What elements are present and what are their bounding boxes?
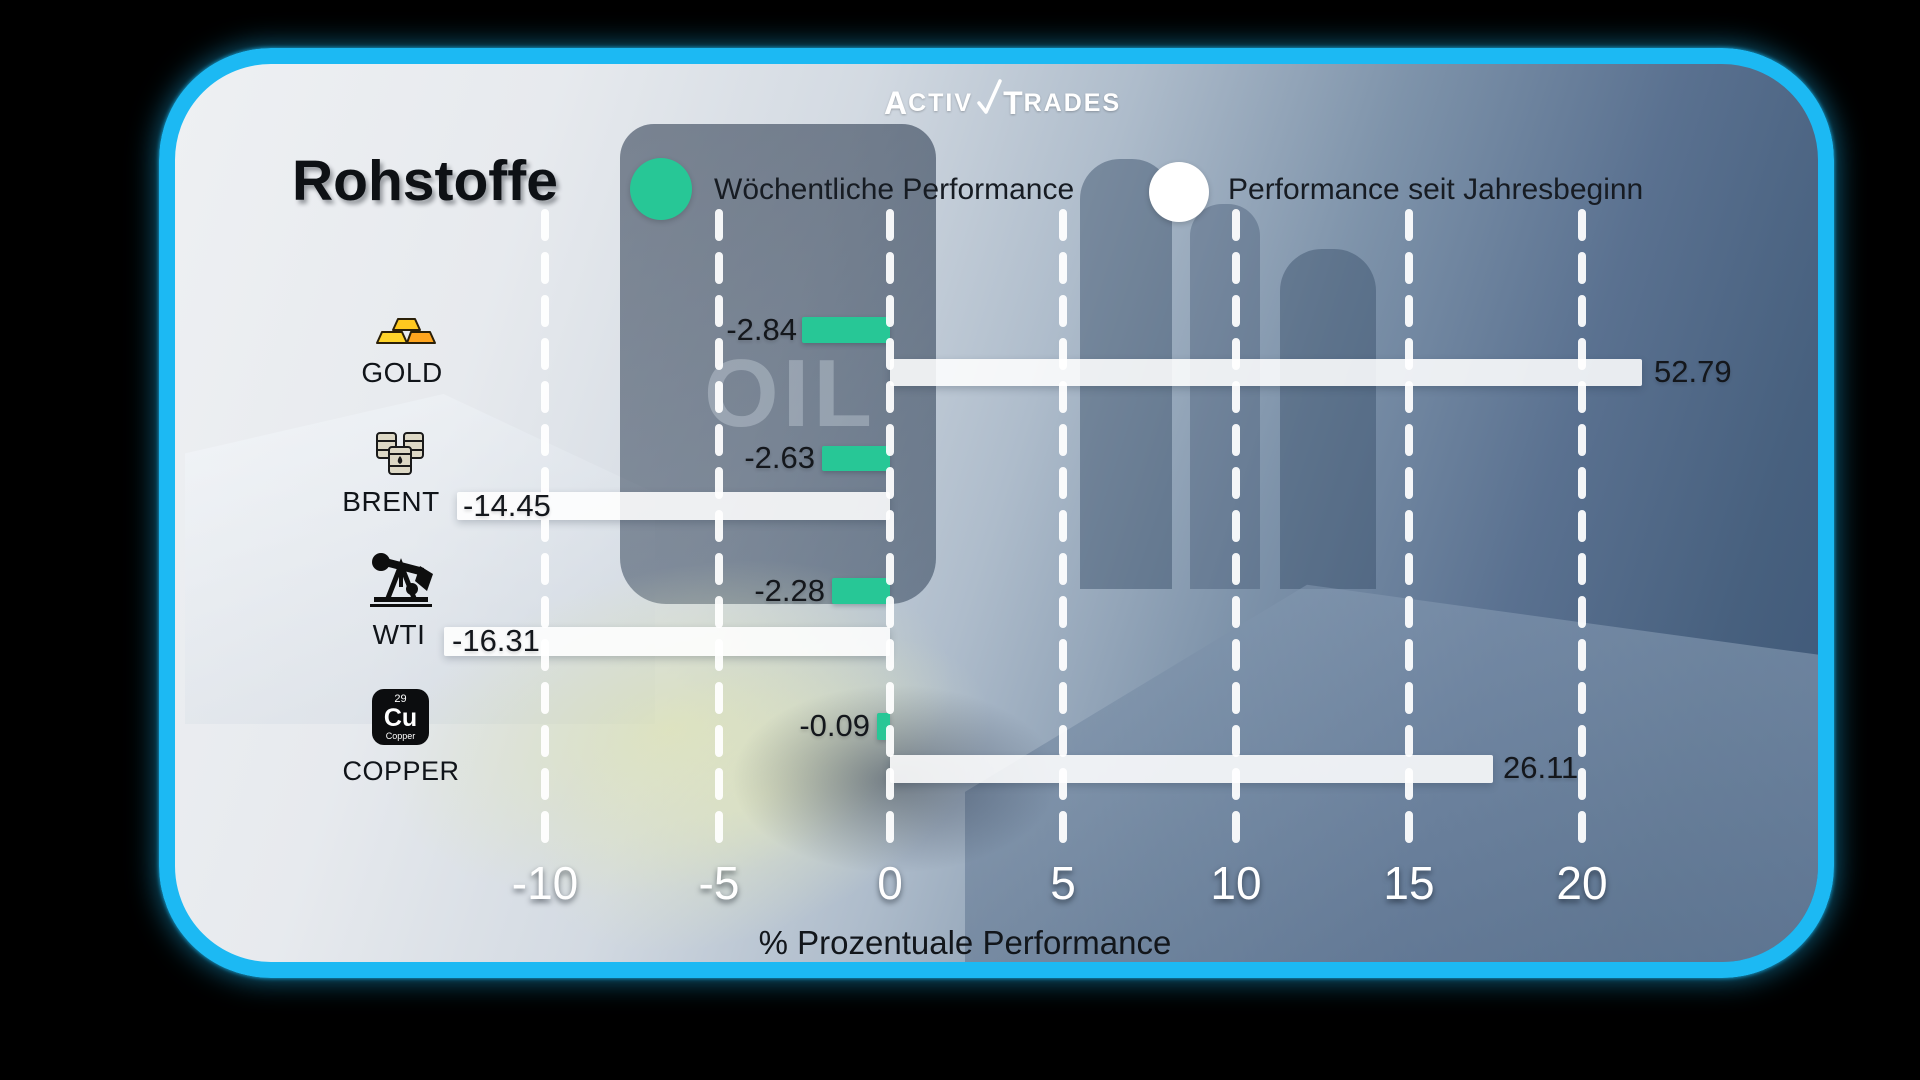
bg-copper-cylinder	[1280, 249, 1376, 589]
category-label-gold: GOLD	[361, 357, 443, 388]
bg-copper-cylinder	[1190, 204, 1260, 589]
oil-pumpjack-icon	[370, 553, 433, 607]
x-tick-label: -10	[511, 857, 579, 909]
category-label-brent: BRENT	[342, 486, 440, 517]
gold-bars-icon	[376, 318, 436, 344]
activtrades-logo: A CTIV T RADES	[884, 79, 1121, 126]
value-gold-weekly: -2.84	[726, 312, 797, 347]
x-axis-title: % Prozentuale Performance	[758, 924, 1172, 961]
legend-ytd-label: Performance seit Jahresbeginn	[1228, 173, 1644, 206]
oil-barrels-icon	[376, 432, 424, 475]
value-brent-ytd: -14.45	[463, 488, 551, 523]
value-wti-ytd: -16.31	[452, 623, 540, 658]
legend-ytd-dot	[1149, 162, 1209, 222]
x-tick-label: -5	[698, 857, 740, 909]
value-wti-weekly: -2.28	[754, 573, 825, 608]
value-copper-ytd: 26.11	[1503, 750, 1579, 785]
copper-element-icon: 29 Cu Copper	[372, 689, 429, 745]
legend-weekly-label: Wöchentliche Performance	[714, 173, 1075, 206]
x-tick-label: 15	[1383, 857, 1435, 909]
bar-gold-ytd	[890, 359, 1642, 386]
x-tick-label: 20	[1556, 857, 1608, 909]
value-brent-weekly: -2.63	[744, 440, 815, 475]
x-tick-label: 10	[1210, 857, 1262, 909]
bg-oil-label: OIL	[704, 340, 876, 447]
x-tick-label: 0	[877, 857, 903, 909]
category-label-copper: COPPER	[342, 756, 460, 786]
logo-check-icon	[977, 79, 1002, 114]
value-gold-ytd: 52.79	[1654, 354, 1732, 389]
legend-weekly-dot	[630, 158, 692, 220]
bar-gold-weekly	[802, 317, 890, 343]
bar-brent-weekly	[822, 446, 890, 471]
bar-copper-weekly	[877, 713, 890, 740]
x-tick-label: 5	[1050, 857, 1076, 909]
value-copper-weekly: -0.09	[799, 708, 870, 743]
bar-copper-ytd	[890, 755, 1493, 783]
bar-wti-weekly	[832, 578, 890, 604]
page-title: Rohstoffe	[292, 149, 558, 213]
